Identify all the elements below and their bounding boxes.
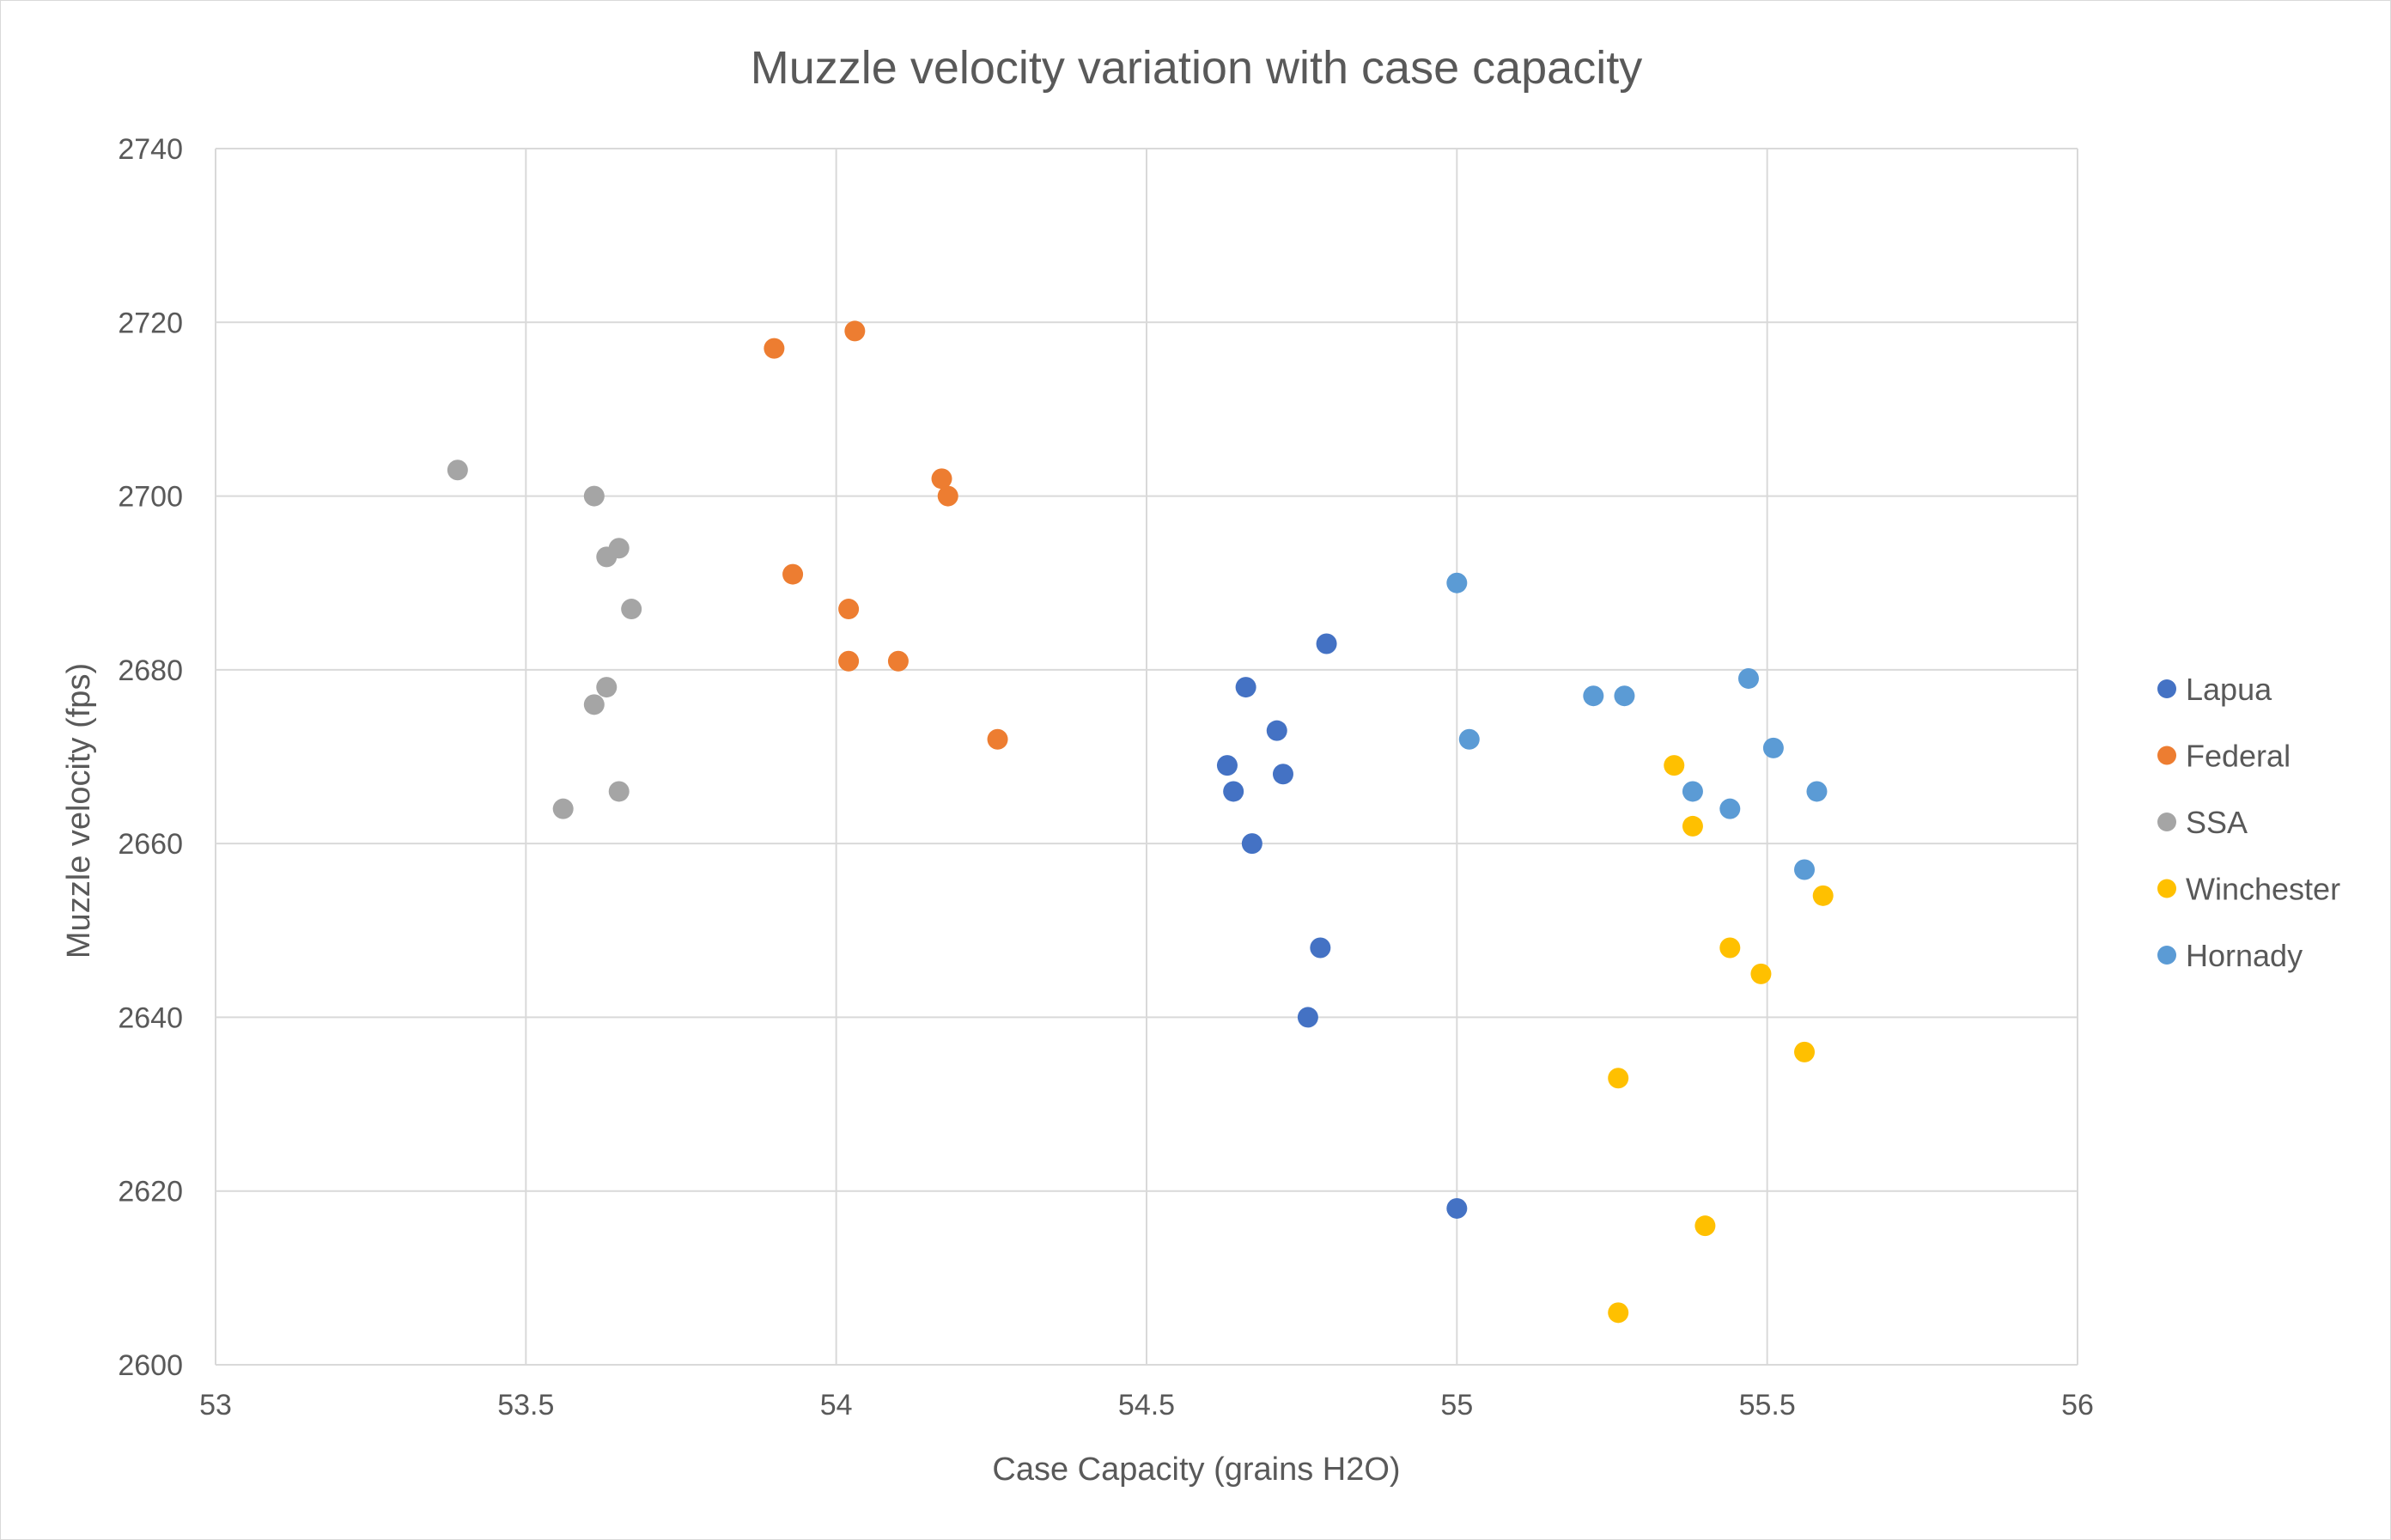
x-tick-label: 55.5 xyxy=(1739,1389,1796,1421)
y-tick-label: 2740 xyxy=(118,133,183,166)
data-point-lapua xyxy=(1223,781,1244,802)
data-point-lapua xyxy=(1297,1007,1318,1028)
data-point-hornady xyxy=(1583,685,1604,707)
legend-label: SSA xyxy=(2186,805,2248,840)
data-point-hornady xyxy=(1446,572,1468,593)
data-point-ssa xyxy=(583,694,605,715)
data-point-federal xyxy=(782,563,804,585)
data-point-lapua xyxy=(1235,677,1256,698)
data-point-winchester xyxy=(1812,885,1834,906)
chart-title: Muzzle velocity variation with case capa… xyxy=(751,42,1642,94)
y-tick-label: 2700 xyxy=(118,481,183,514)
data-point-hornady xyxy=(1806,781,1828,802)
legend-label: Lapua xyxy=(2186,672,2272,707)
data-points xyxy=(447,320,1834,1324)
legend-item-federal: Federal xyxy=(2157,739,2291,774)
data-point-hornady xyxy=(1737,667,1759,689)
data-point-federal xyxy=(844,320,866,342)
data-point-ssa xyxy=(583,485,605,507)
legend-marker xyxy=(2157,946,2176,965)
data-point-lapua xyxy=(1266,720,1287,741)
data-point-ssa xyxy=(596,677,618,698)
data-point-lapua xyxy=(1272,764,1293,785)
data-point-hornady xyxy=(1762,737,1784,758)
data-point-federal xyxy=(931,468,952,490)
data-point-ssa xyxy=(608,781,630,802)
data-point-hornady xyxy=(1614,685,1635,707)
data-point-hornady xyxy=(1458,728,1480,750)
data-point-ssa xyxy=(552,798,574,819)
legend-label: Winchester xyxy=(2186,872,2340,907)
legend-item-lapua: Lapua xyxy=(2157,672,2272,707)
data-point-winchester xyxy=(1794,1041,1816,1062)
data-point-lapua xyxy=(1316,633,1337,654)
legend-label: Hornady xyxy=(2186,938,2303,973)
legend-item-hornady: Hornady xyxy=(2157,938,2303,973)
legend: Lapua Federal SSA Winchester Hornady xyxy=(2157,672,2340,973)
legend-item-winchester: Winchester xyxy=(2157,872,2340,907)
y-tick-label: 2620 xyxy=(118,1176,183,1208)
data-point-winchester xyxy=(1750,963,1772,984)
data-point-lapua xyxy=(1310,937,1331,959)
data-point-winchester xyxy=(1694,1215,1716,1237)
data-point-ssa xyxy=(621,599,642,620)
x-tick-label: 54 xyxy=(820,1389,853,1421)
data-point-hornady xyxy=(1682,781,1703,802)
data-point-federal xyxy=(838,599,860,620)
legend-marker xyxy=(2157,746,2176,765)
y-tick-label: 2660 xyxy=(118,828,183,861)
y-tick-label: 2720 xyxy=(118,307,183,339)
x-axis-label: Case Capacity (grains H2O) xyxy=(992,1452,1400,1488)
gridlines xyxy=(215,148,2078,1366)
data-point-ssa xyxy=(447,460,468,481)
x-tick-label: 54.5 xyxy=(1118,1389,1175,1421)
data-point-winchester xyxy=(1682,815,1703,837)
x-tick-label: 53 xyxy=(199,1389,232,1421)
y-tick-label: 2640 xyxy=(118,1001,183,1034)
legend-label: Federal xyxy=(2186,739,2291,774)
data-point-federal xyxy=(764,338,785,359)
data-point-hornady xyxy=(1794,859,1816,880)
data-point-ssa xyxy=(596,546,618,568)
y-tick-label: 2600 xyxy=(118,1349,183,1382)
data-point-winchester xyxy=(1608,1302,1629,1324)
y-axis-label: Muzzle velocity (fps) xyxy=(61,663,97,959)
data-point-federal xyxy=(887,650,909,672)
tick-labels: 2600 2620 2640 2660 2680 2700 2720 2740 53 53.5 54… xyxy=(118,133,2094,1421)
legend-item-ssa: SSA xyxy=(2157,805,2248,840)
data-point-lapua xyxy=(1446,1197,1468,1219)
x-tick-label: 55 xyxy=(1440,1389,1473,1421)
data-point-federal xyxy=(838,650,860,672)
data-point-winchester xyxy=(1664,755,1685,776)
data-point-hornady xyxy=(1719,798,1741,819)
data-point-winchester xyxy=(1719,937,1741,959)
data-point-lapua xyxy=(1216,755,1238,776)
legend-marker xyxy=(2157,813,2176,831)
legend-marker xyxy=(2157,879,2176,898)
y-tick-label: 2680 xyxy=(118,654,183,687)
data-point-federal xyxy=(937,485,958,507)
data-point-federal xyxy=(987,728,1008,750)
data-point-lapua xyxy=(1241,833,1262,855)
x-tick-label: 56 xyxy=(2061,1389,2094,1421)
legend-marker xyxy=(2157,679,2176,698)
x-tick-label: 53.5 xyxy=(497,1389,554,1421)
data-point-winchester xyxy=(1608,1068,1629,1089)
